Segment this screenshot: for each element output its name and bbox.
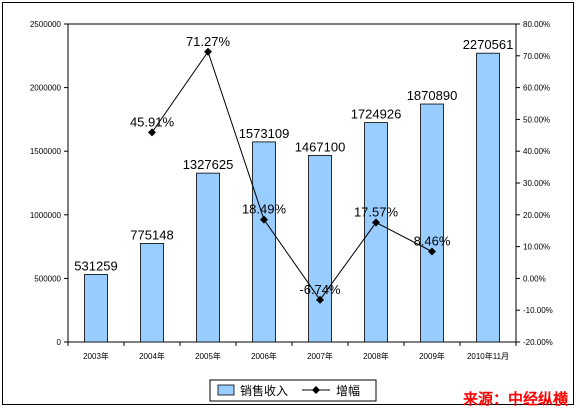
line-label-2: 71.27% bbox=[186, 34, 231, 49]
right-tick-label-2: 0.00% bbox=[523, 274, 546, 283]
bar-4 bbox=[308, 154, 332, 343]
x-tick-label-0: 2003年 bbox=[83, 351, 109, 361]
line-label-4: -6.74% bbox=[299, 282, 341, 297]
right-tick-label-1: -10.00% bbox=[523, 306, 553, 315]
left-tick-label-4: 2000000 bbox=[30, 84, 62, 93]
bar-label-2: 1327625 bbox=[183, 157, 234, 172]
right-tick-label-6: 40.00% bbox=[523, 147, 550, 156]
line-label-1: 45.91% bbox=[130, 114, 175, 129]
growth-line bbox=[151, 50, 433, 301]
bar-7 bbox=[476, 52, 500, 343]
right-tick-label-5: 30.00% bbox=[523, 179, 550, 188]
left-tick-label-2: 1000000 bbox=[30, 211, 62, 220]
left-tick-label-5: 2500000 bbox=[30, 20, 62, 29]
bar-0 bbox=[84, 274, 108, 343]
bar-label-5: 1724926 bbox=[351, 107, 402, 122]
line-point-2 bbox=[204, 47, 212, 56]
right-tick-label-7: 50.00% bbox=[523, 115, 550, 124]
legend-swatch-bar bbox=[217, 384, 235, 396]
x-tick-label-5: 2008年 bbox=[363, 351, 389, 361]
bar-5 bbox=[364, 122, 388, 343]
line-label-5: 17.57% bbox=[354, 205, 399, 220]
x-tick-label-7: 2010年11月 bbox=[467, 351, 509, 361]
bar-label-6: 1870890 bbox=[407, 88, 458, 103]
right-tick-label-3: 10.00% bbox=[523, 243, 550, 252]
bar-series bbox=[84, 52, 500, 343]
bar-label-3: 1573109 bbox=[239, 126, 290, 141]
line-label-6: 8.46% bbox=[414, 233, 451, 248]
line-label-3: 18.49% bbox=[242, 202, 287, 217]
line-point-3 bbox=[260, 215, 268, 224]
x-tick-label-2: 2005年 bbox=[195, 351, 221, 361]
legend: 销售收入 增幅 bbox=[209, 379, 377, 402]
right-tick-label-9: 70.00% bbox=[523, 52, 550, 61]
line-series bbox=[148, 47, 436, 304]
bar-1 bbox=[140, 242, 164, 343]
line-point-5 bbox=[372, 218, 380, 227]
legend-marker-diamond bbox=[312, 386, 320, 394]
x-tick-label-6: 2009年 bbox=[419, 351, 445, 361]
left-tick-label-3: 1500000 bbox=[30, 147, 62, 156]
line-point-4 bbox=[316, 295, 324, 304]
line-point-6 bbox=[428, 247, 436, 256]
x-tick-label-3: 2006年 bbox=[251, 351, 277, 361]
bar-label-0: 531259 bbox=[74, 258, 117, 273]
legend-label-line: 增幅 bbox=[336, 383, 360, 398]
chart-frame bbox=[2, 2, 574, 405]
x-tick-label-4: 2007年 bbox=[307, 351, 333, 361]
plot-area bbox=[67, 23, 517, 343]
bar-label-7: 2270561 bbox=[463, 37, 514, 52]
legend-label-bar: 销售收入 bbox=[240, 383, 288, 398]
line-point-1 bbox=[148, 128, 156, 137]
left-tick-label-1: 500000 bbox=[34, 274, 61, 283]
source-text: 来源：中经纵横 bbox=[462, 390, 569, 408]
data-labels: 531259 775148 1327625 1573109 1467100 1724926… bbox=[74, 34, 513, 297]
right-tick-label-8: 60.00% bbox=[523, 84, 550, 93]
bar-3 bbox=[252, 141, 276, 343]
right-tick-label-4: 20.00% bbox=[523, 211, 550, 220]
left-tick-label-0: 0 bbox=[57, 338, 62, 347]
bar-2 bbox=[196, 172, 220, 343]
bar-label-1: 775148 bbox=[130, 227, 173, 242]
right-tick-label-0: -20.00% bbox=[523, 338, 553, 347]
plot-border bbox=[67, 23, 517, 343]
x-tick-label-1: 2004年 bbox=[139, 351, 165, 361]
bar-label-4: 1467100 bbox=[295, 139, 346, 154]
axes: 0 500000 1000000 1500000 2000000 2500000 -20.0… bbox=[30, 20, 553, 361]
right-tick-label-10: 80.00% bbox=[523, 20, 550, 29]
bar-6 bbox=[420, 103, 444, 343]
legend-box bbox=[209, 379, 377, 402]
